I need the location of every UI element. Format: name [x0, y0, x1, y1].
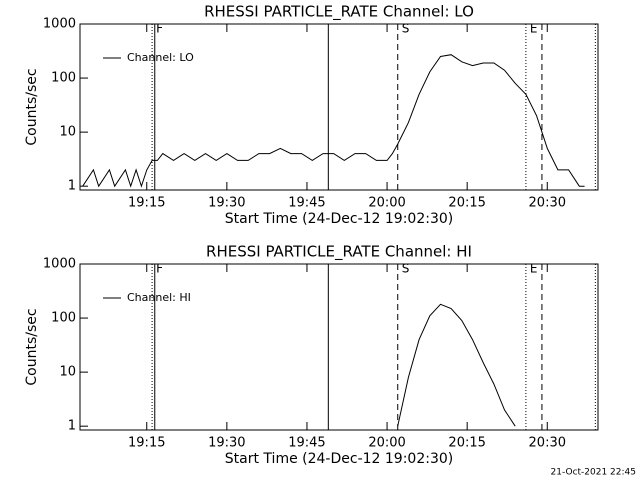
x-tick-label: 19:30	[208, 196, 245, 211]
x-tick-label: 20:30	[529, 436, 566, 451]
legend-label: Channel: HI	[127, 291, 191, 304]
x-axis-label: Start Time (24-Dec-12 19:02:30)	[225, 211, 453, 227]
chart-title: RHESSI PARTICLE_RATE Channel: LO	[204, 3, 474, 22]
y-tick-label: 100	[51, 311, 76, 326]
x-tick-label: 20:30	[529, 196, 566, 211]
y-tick-label: 1	[68, 419, 76, 434]
marker-label: S	[402, 22, 410, 36]
plot-frame	[79, 263, 599, 431]
y-tick-label: 10	[59, 125, 76, 140]
y-tick-label: 100	[51, 71, 76, 86]
x-tick-label: 19:15	[128, 196, 165, 211]
x-axis-label: Start Time (24-Dec-12 19:02:30)	[225, 451, 453, 467]
data-line	[82, 54, 585, 188]
marker-label: S	[402, 262, 410, 276]
x-tick-label: 19:45	[288, 436, 325, 451]
y-axis-label: Counts/sec	[24, 68, 40, 145]
x-tick-label: 20:15	[448, 436, 485, 451]
x-tick-label: 19:30	[208, 436, 245, 451]
marker-label: E	[530, 22, 538, 36]
marker-label: E	[530, 262, 538, 276]
x-tick-label: 20:00	[368, 196, 405, 211]
data-line	[397, 303, 516, 427]
chart-title: RHESSI PARTICLE_RATE Channel: HI	[206, 243, 472, 262]
y-tick-label: 10	[59, 365, 76, 380]
plot-frame	[79, 23, 599, 191]
x-tick-label: 20:00	[368, 436, 405, 451]
y-tick-label: 1	[68, 179, 76, 194]
legend-label: Channel: LO	[127, 51, 194, 64]
marker-label: F	[156, 22, 163, 36]
marker-label: F	[156, 262, 163, 276]
y-axis-label: Counts/sec	[24, 308, 40, 385]
x-tick-label: 20:15	[448, 196, 485, 211]
x-tick-label: 19:15	[128, 436, 165, 451]
y-tick-label: 1000	[43, 17, 76, 32]
x-tick-label: 19:45	[288, 196, 325, 211]
y-tick-label: 1000	[43, 257, 76, 272]
footer: 21-Oct-2021 22:45	[551, 468, 636, 478]
